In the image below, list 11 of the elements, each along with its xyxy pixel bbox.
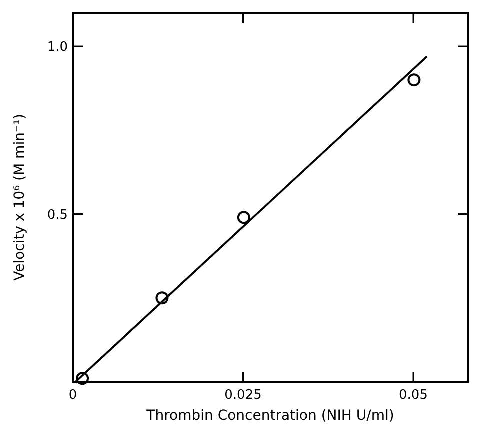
y-axis-title: Velocity x 10⁶ (M min⁻¹) <box>12 114 28 281</box>
x-tick-label: 0 <box>68 388 78 403</box>
x-axis-title: Thrombin Concentration (NIH U/ml) <box>146 408 394 424</box>
point <box>408 74 421 87</box>
y-tick-label: 0.5 <box>47 208 68 223</box>
x-tick-label: 0.025 <box>224 388 262 403</box>
point <box>237 211 250 224</box>
x-tick-label: 0.05 <box>399 388 428 403</box>
point <box>156 292 169 305</box>
y-tick-label: 1.0 <box>47 40 68 56</box>
point <box>76 372 90 386</box>
